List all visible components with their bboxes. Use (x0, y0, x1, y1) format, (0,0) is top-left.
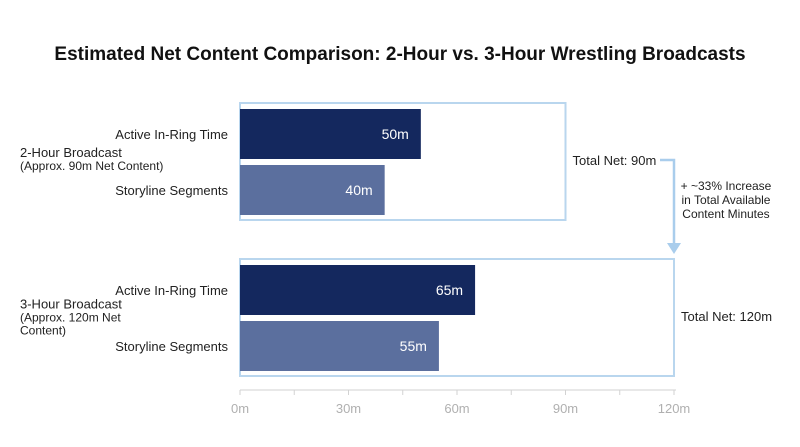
chart-title: Estimated Net Content Comparison: 2-Hour… (54, 44, 745, 65)
increase-arrow-head (667, 243, 681, 254)
x-tick-label: 90m (553, 401, 578, 416)
bar-value-label: 55m (400, 338, 427, 354)
bar-value-label: 40m (345, 182, 372, 198)
x-tick-label: 60m (444, 401, 469, 416)
x-tick-label: 120m (658, 401, 691, 416)
plot-area: 0m 30m 60m 90m 120m 50m Active In-Ring Time 40m… (20, 102, 772, 416)
bar (240, 165, 385, 215)
bar (240, 109, 421, 159)
group-label: (Approx. 90m Net Content) (20, 159, 163, 173)
bar-value-label: 65m (436, 282, 463, 298)
bar (240, 265, 476, 315)
category-label: Active In-Ring Time (115, 283, 228, 298)
bar-value-label: 50m (382, 126, 409, 142)
increase-annotation: in Total Available (682, 193, 771, 207)
x-tick-label: 0m (231, 401, 249, 416)
group-label: Content) (20, 324, 66, 338)
total-net-label: Total Net: 90m (573, 153, 657, 168)
category-label: Storyline Segments (115, 339, 228, 354)
bar (240, 321, 439, 371)
x-tick-label: 30m (336, 401, 361, 416)
increase-arrow-line (660, 158, 676, 246)
category-label: Storyline Segments (115, 183, 228, 198)
group-label: (Approx. 120m Net (20, 311, 121, 325)
increase-annotation: Content Minutes (682, 207, 769, 221)
total-net-label: Total Net: 120m (681, 309, 772, 324)
group-box (239, 258, 675, 377)
group-box (239, 102, 567, 221)
category-label: Active In-Ring Time (115, 127, 228, 142)
group-label: 2-Hour Broadcast (20, 145, 122, 160)
group-label: 3-Hour Broadcast (20, 297, 122, 312)
increase-annotation: + ~33% Increase (681, 179, 772, 193)
